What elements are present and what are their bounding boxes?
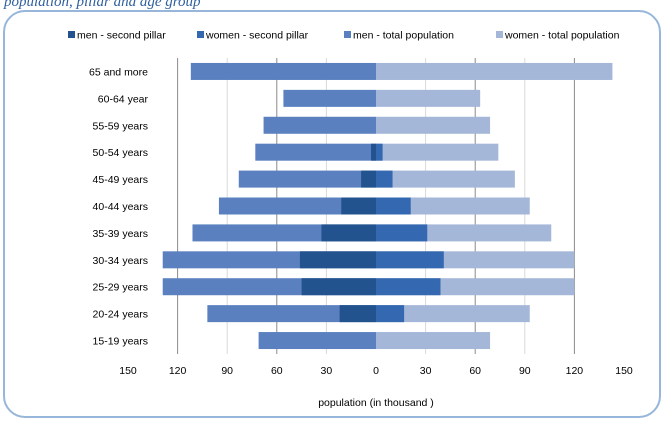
category-label: 55-59 years bbox=[93, 120, 148, 132]
bar-men-second-pillar bbox=[339, 305, 376, 323]
bar-women-second-pillar bbox=[376, 224, 428, 242]
category-label: 15-19 years bbox=[93, 336, 148, 348]
bar-women-total-population bbox=[376, 116, 491, 134]
bar-men-total-population bbox=[258, 332, 376, 350]
x-tick-label: 30 bbox=[321, 365, 333, 377]
bar-women-total-population bbox=[376, 332, 491, 350]
bar-women-second-pillar bbox=[376, 170, 393, 188]
bar-men-second-pillar bbox=[301, 278, 376, 296]
x-tick-label: 90 bbox=[519, 365, 531, 377]
category-label: 35-39 years bbox=[93, 228, 148, 240]
bar-men-total-population bbox=[238, 170, 376, 188]
legend-swatch bbox=[197, 31, 204, 38]
bar-women-second-pillar bbox=[376, 251, 444, 269]
x-axis-title: population (in thousand ) bbox=[318, 397, 434, 409]
legend-swatch bbox=[344, 31, 351, 38]
category-label: 20-24 years bbox=[93, 309, 148, 321]
x-tick-label: 150 bbox=[615, 365, 633, 377]
x-tick-label: 60 bbox=[469, 365, 481, 377]
bar-women-total-population bbox=[376, 89, 481, 107]
category-label: 30-34 years bbox=[93, 255, 148, 267]
x-tick-label: 120 bbox=[566, 365, 584, 377]
bar-women-second-pillar bbox=[376, 143, 383, 161]
bar-women-total-population bbox=[376, 170, 515, 188]
x-tick-label: 90 bbox=[221, 365, 233, 377]
legend-label: women - total population bbox=[504, 30, 620, 42]
bar-women-total-population bbox=[376, 197, 530, 215]
legend-swatch bbox=[496, 31, 503, 38]
bar-men-second-pillar bbox=[341, 197, 376, 215]
bar-men-second-pillar bbox=[321, 224, 376, 242]
x-tick-label: 30 bbox=[420, 365, 432, 377]
category-label: 45-49 years bbox=[93, 174, 148, 186]
x-tick-label: 60 bbox=[271, 365, 283, 377]
category-label: 25-29 years bbox=[93, 282, 148, 294]
legend-label: women - second pillar bbox=[205, 30, 309, 42]
category-label: 40-44 years bbox=[93, 201, 148, 213]
bar-men-second-pillar bbox=[299, 251, 376, 269]
bar-women-total-population bbox=[376, 305, 530, 323]
bar-men-total-population bbox=[190, 62, 376, 80]
x-tick-label: 0 bbox=[373, 365, 379, 377]
bar-men-total-population bbox=[283, 89, 376, 107]
bar-women-second-pillar bbox=[376, 197, 411, 215]
legend-label: men - second pillar bbox=[77, 30, 166, 42]
bar-women-total-population bbox=[376, 143, 499, 161]
legend-swatch bbox=[68, 31, 75, 38]
figure-caption: population, pillar and age group bbox=[4, 0, 201, 10]
bar-men-total-population bbox=[218, 197, 376, 215]
bar-men-total-population bbox=[263, 116, 376, 134]
bar-women-total-population bbox=[376, 62, 613, 80]
bar-men-total-population bbox=[255, 143, 376, 161]
category-label: 65 and more bbox=[89, 66, 148, 78]
x-tick-label: 150 bbox=[119, 365, 137, 377]
legend-label: men - total population bbox=[353, 30, 454, 42]
x-tick-label: 120 bbox=[169, 365, 187, 377]
category-label: 60-64 year bbox=[98, 93, 149, 105]
bar-men-second-pillar bbox=[371, 143, 376, 161]
category-label: 50-54 years bbox=[93, 147, 148, 159]
bar-women-second-pillar bbox=[376, 278, 441, 296]
bar-women-second-pillar bbox=[376, 305, 405, 323]
bar-men-total-population bbox=[207, 305, 376, 323]
bar-men-second-pillar bbox=[361, 170, 376, 188]
